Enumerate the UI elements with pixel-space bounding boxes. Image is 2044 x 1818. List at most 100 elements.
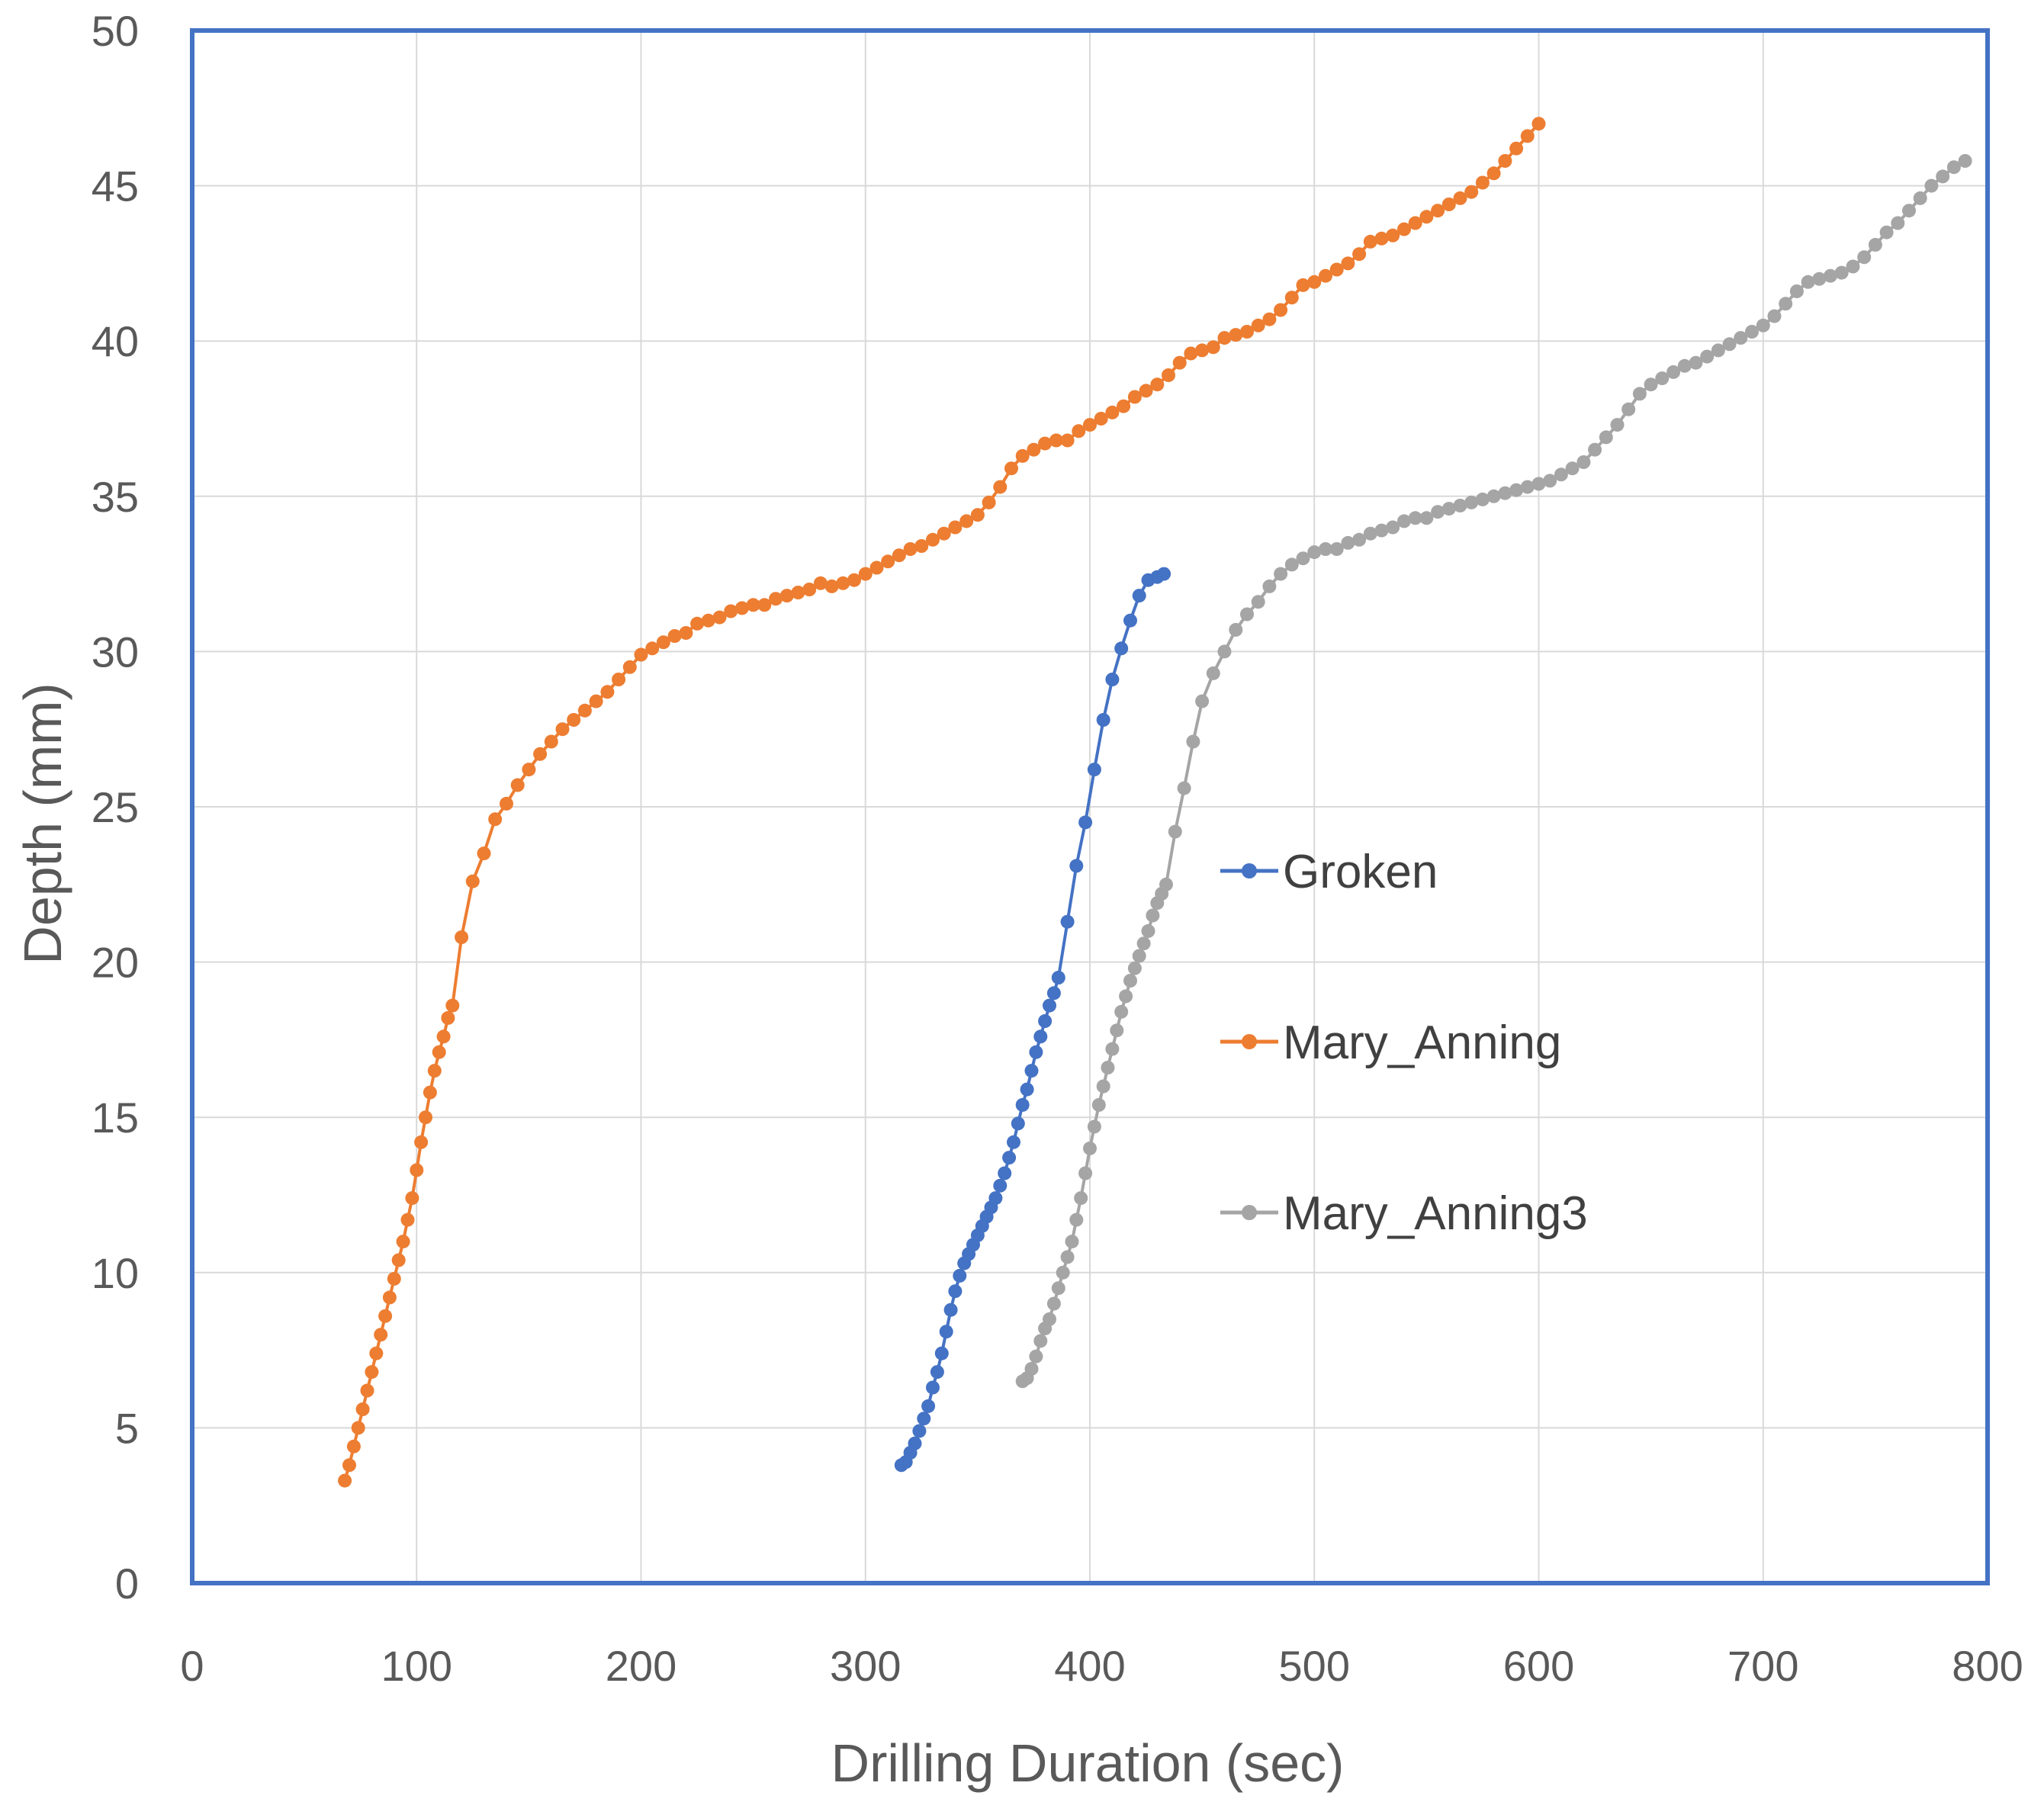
data-point bbox=[1101, 1061, 1115, 1074]
data-point bbox=[813, 576, 828, 590]
data-point bbox=[1509, 483, 1524, 497]
data-point bbox=[1812, 271, 1827, 286]
data-point bbox=[1105, 405, 1120, 419]
data-point bbox=[1011, 1116, 1025, 1131]
data-point bbox=[1576, 455, 1591, 469]
x-tick-label: 600 bbox=[1503, 1642, 1574, 1690]
data-point bbox=[1846, 259, 1860, 274]
legend-swatch-marker bbox=[1242, 863, 1257, 878]
data-point bbox=[679, 626, 693, 640]
data-point bbox=[1554, 467, 1568, 482]
data-point bbox=[1139, 384, 1153, 398]
data-point bbox=[612, 673, 626, 686]
data-point bbox=[1307, 275, 1322, 289]
data-point bbox=[937, 526, 951, 541]
data-point bbox=[1157, 567, 1171, 581]
data-point bbox=[522, 763, 536, 777]
data-point bbox=[943, 1302, 958, 1317]
data-point bbox=[1033, 1334, 1048, 1348]
data-point bbox=[1722, 337, 1737, 352]
data-point bbox=[436, 1029, 451, 1044]
data-point bbox=[948, 520, 963, 535]
legend-item: Mary_Anning3 bbox=[1220, 1187, 1588, 1240]
data-point bbox=[1700, 349, 1715, 364]
data-point bbox=[1094, 412, 1108, 426]
data-point bbox=[1043, 998, 1056, 1013]
data-point bbox=[1397, 514, 1411, 528]
data-point bbox=[414, 1135, 429, 1149]
data-point bbox=[1498, 154, 1512, 168]
data-point bbox=[1229, 328, 1243, 342]
y-tick-label: 10 bbox=[92, 1249, 139, 1297]
data-point bbox=[881, 554, 895, 569]
data-point bbox=[355, 1402, 370, 1416]
series-mary-anning bbox=[338, 117, 1546, 1488]
data-point bbox=[1029, 1045, 1043, 1059]
data-point bbox=[1251, 595, 1265, 609]
data-point bbox=[1195, 694, 1210, 708]
data-point bbox=[1274, 567, 1288, 581]
data-point bbox=[1677, 358, 1692, 373]
data-point bbox=[1141, 923, 1155, 938]
data-point bbox=[405, 1191, 419, 1206]
data-point bbox=[346, 1439, 361, 1453]
data-point bbox=[1195, 343, 1210, 358]
data-point bbox=[1734, 331, 1748, 345]
data-point bbox=[1072, 424, 1086, 438]
data-point bbox=[441, 1010, 455, 1025]
data-point bbox=[1824, 268, 1837, 283]
data-point bbox=[1007, 1135, 1020, 1149]
legend-item: Mary_Anning bbox=[1220, 1017, 1561, 1069]
data-point bbox=[1015, 448, 1030, 463]
data-point bbox=[533, 747, 548, 761]
data-point bbox=[1857, 250, 1872, 265]
data-point bbox=[1119, 989, 1133, 1004]
data-point bbox=[1363, 234, 1377, 249]
x-axis-title: Drilling Duration (sec) bbox=[831, 1733, 1345, 1793]
data-point bbox=[1123, 974, 1137, 988]
data-point bbox=[1386, 228, 1400, 243]
data-point bbox=[1114, 641, 1129, 656]
data-point bbox=[959, 514, 974, 528]
data-point bbox=[1386, 520, 1400, 535]
data-point bbox=[1284, 291, 1299, 305]
data-point bbox=[1132, 949, 1146, 963]
data-point bbox=[445, 998, 460, 1013]
data-point bbox=[1655, 371, 1670, 386]
data-point bbox=[1711, 343, 1725, 358]
data-point bbox=[1307, 545, 1322, 560]
data-point bbox=[622, 660, 637, 674]
data-point bbox=[1801, 275, 1815, 289]
data-point bbox=[1240, 607, 1254, 622]
data-point bbox=[1632, 387, 1647, 401]
data-point bbox=[1352, 247, 1367, 262]
data-point bbox=[934, 1346, 949, 1360]
data-point bbox=[1644, 377, 1658, 392]
data-point bbox=[757, 598, 772, 612]
data-point bbox=[1789, 284, 1804, 298]
y-tick-label: 5 bbox=[115, 1404, 139, 1452]
data-point bbox=[365, 1365, 379, 1380]
data-point bbox=[1078, 1166, 1093, 1180]
data-point bbox=[342, 1458, 356, 1473]
data-point bbox=[701, 613, 715, 628]
data-point bbox=[1065, 1235, 1079, 1249]
data-point bbox=[1015, 1097, 1030, 1112]
data-point bbox=[1431, 505, 1445, 519]
x-tick-label: 400 bbox=[1054, 1642, 1125, 1690]
legend: Groken Mary_Anning Mary_Anning3 bbox=[1220, 846, 1588, 1240]
data-point bbox=[948, 1284, 963, 1299]
data-point bbox=[374, 1328, 388, 1342]
data-point bbox=[1689, 355, 1703, 370]
data-point bbox=[939, 1325, 953, 1339]
data-point bbox=[400, 1213, 415, 1227]
data-point bbox=[600, 685, 615, 699]
data-point bbox=[1397, 222, 1411, 236]
data-point bbox=[926, 532, 940, 547]
data-point bbox=[1060, 1250, 1075, 1264]
data-point bbox=[1060, 433, 1075, 448]
data-point bbox=[1217, 644, 1232, 659]
data-point bbox=[802, 583, 817, 596]
data-point bbox=[1341, 256, 1355, 271]
